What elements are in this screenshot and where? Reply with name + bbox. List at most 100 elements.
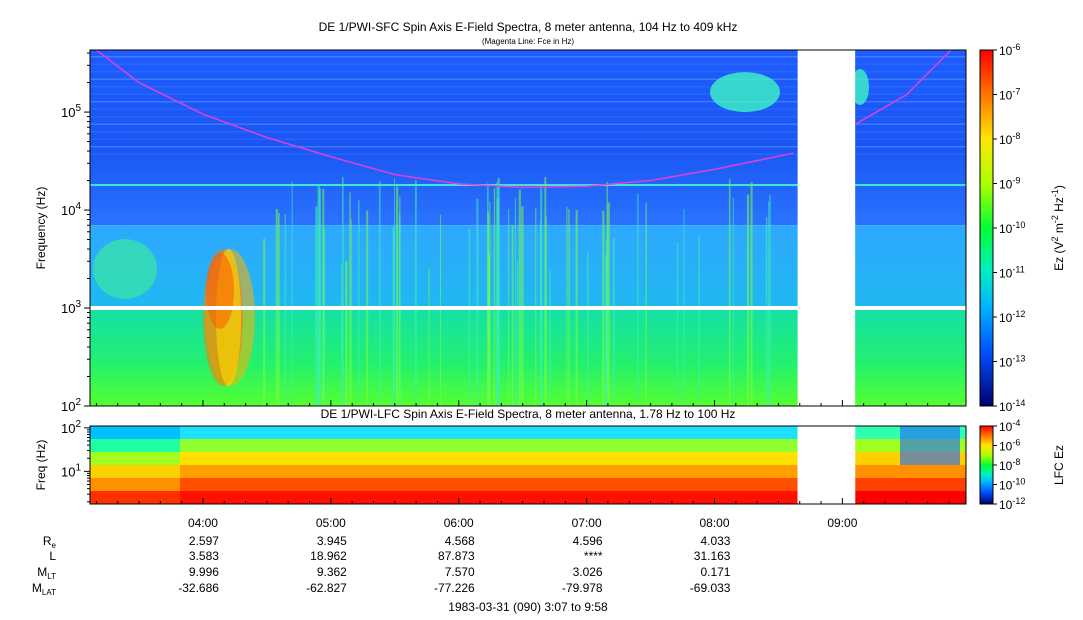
sfc-stripe [90,138,966,140]
lfc-row-segment [90,491,180,505]
sfc-hf-patch [710,72,780,113]
sfc-burst-streak [349,192,351,406]
sfc-burst-streak [476,198,479,406]
sfc-colorbar-label: 10-10 [999,220,1025,236]
lfc-row-segment [855,491,966,505]
ephemeris-value: -32.686 [178,581,219,595]
sfc-stripe [90,123,966,125]
sfc-colorbar-label: 10-8 [999,131,1020,147]
sfc-colorbar-label: 10-6 [999,42,1020,58]
lfc-data-gap [797,425,856,505]
sfc-burst-streak [518,189,521,406]
sfc-burst-streak [399,196,401,406]
sfc-burst-streak [586,252,589,406]
sfc-title: DE 1/PWI-SFC Spin Axis E-Field Spectra, … [319,20,738,34]
sfc-burst-streak [291,181,293,406]
sfc-data-gap [797,49,856,407]
lfc-colorbar-label: 10-12 [999,496,1025,512]
sfc-burst-streak [549,269,551,406]
ephemeris-value: 31.163 [694,549,731,563]
sfc-burst-streak [358,200,360,406]
sfc-burst-streak [468,228,471,406]
lfc-frame [89,425,967,505]
sfc-stripe [90,131,966,133]
lfc-spectrogram-panel: 101 102 Freq (Hz) 10-4 10-6 10-8 10-10 10-12 LFC… [34,418,1066,512]
sfc-burst-streak [750,182,753,406]
sfc-colorbar-label: 10-14 [999,398,1025,414]
sfc-stripe [90,146,966,148]
ephemeris-value: -77.226 [434,581,475,595]
sfc-colorbar [979,49,994,407]
sfc-burst-streak [645,202,647,406]
sfc-colorbar-label: 10-11 [999,265,1025,281]
sfc-burst-streak [539,221,542,406]
sfc-burst-streak [342,177,344,406]
lfc-row-segment [180,439,798,453]
sfc-frame [89,49,967,407]
time-axis: 04:00 05:00 06:00 07:00 08:00 09:00 [95,400,950,530]
ephemeris-value: 0.171 [700,565,730,579]
lfc-row-segment [90,465,180,479]
sfc-stripe [90,116,966,118]
ephemeris-value: 7.570 [445,565,475,579]
ephemeris-row-label: Re [43,534,57,550]
ephemeris-value: 9.996 [189,565,219,579]
sfc-burst-streak [487,254,491,406]
sfc-interference-line [90,184,966,187]
lfc-ylabel: Freq (Hz) [34,440,48,491]
sfc-burst-streak [637,193,639,406]
lfc-colorbar-label: 10-10 [999,477,1025,493]
sfc-band-boundary-gap [90,306,966,311]
xtick-label: 06:00 [444,516,474,530]
sfc-burst-streak [612,238,615,406]
sfc-emission-core [206,252,234,329]
lfc-row-segment [90,478,180,492]
sfc-burst-streak [496,198,499,406]
sfc-burst-streak [345,261,348,406]
xtick-label: 08:00 [699,516,729,530]
sfc-burst-streak [414,180,417,406]
sfc-ytick-label: 105 [61,103,81,120]
xtick-label: 05:00 [316,516,346,530]
sfc-stripe [90,71,966,73]
lfc-row-segment [180,478,798,492]
sfc-ylabel: Frequency (Hz) [34,187,48,270]
ephemeris-value: 87.873 [438,549,475,563]
sfc-colorbar-label: 10-9 [999,176,1020,192]
sfc-burst-streak [350,219,352,406]
sfc-spectrogram-panel: 102 103 104 105 Frequency (Hz) 10-6 10-7 10-8 10… [34,42,1066,414]
sfc-burst-streak [768,201,770,406]
fce-line [854,49,952,125]
sfc-stripe [90,101,966,103]
sfc-burst-streak [732,197,734,406]
lfc-ytick-label: 101 [61,462,81,479]
sfc-colorbar-label: 10-12 [999,309,1025,325]
sfc-burst-streak [511,225,514,406]
sfc-burst-streak [769,195,771,406]
lfc-row-segment [180,465,798,479]
sfc-colorbar-label: 10-7 [999,87,1020,103]
sfc-burst-streak [318,188,321,406]
sfc-stripe [90,153,966,155]
lfc-row-segment [90,439,180,453]
sfc-ytick-label: 103 [61,299,81,316]
lfc-colorbar-label: 10-8 [999,457,1020,473]
sfc-burst-streak [341,265,343,406]
ephemeris-value: 4.033 [700,534,730,548]
sfc-burst-streak [428,268,430,406]
lfc-quiet-patch [900,426,960,465]
sfc-stripe [90,63,966,65]
lfc-colorbar-title: LFC Ez [1052,445,1066,485]
ephemeris-value: -79.978 [562,581,603,595]
ephemeris-value: 3.583 [189,549,219,563]
sfc-burst-streak [544,176,547,406]
sfc-burst-streak [698,234,700,406]
sfc-stripe [90,56,966,58]
ephemeris-table: Re 2.597 3.945 4.568 4.596 4.033 L 3.583 18.962 8… [32,534,731,597]
ephemeris-value: -62.827 [306,581,347,595]
sfc-colorbar-label: 10-13 [999,354,1025,370]
lfc-row-segment [855,478,966,492]
lfc-colorbar [979,425,994,505]
sfc-burst-streak [263,238,266,406]
lfc-row-segment [180,452,798,466]
